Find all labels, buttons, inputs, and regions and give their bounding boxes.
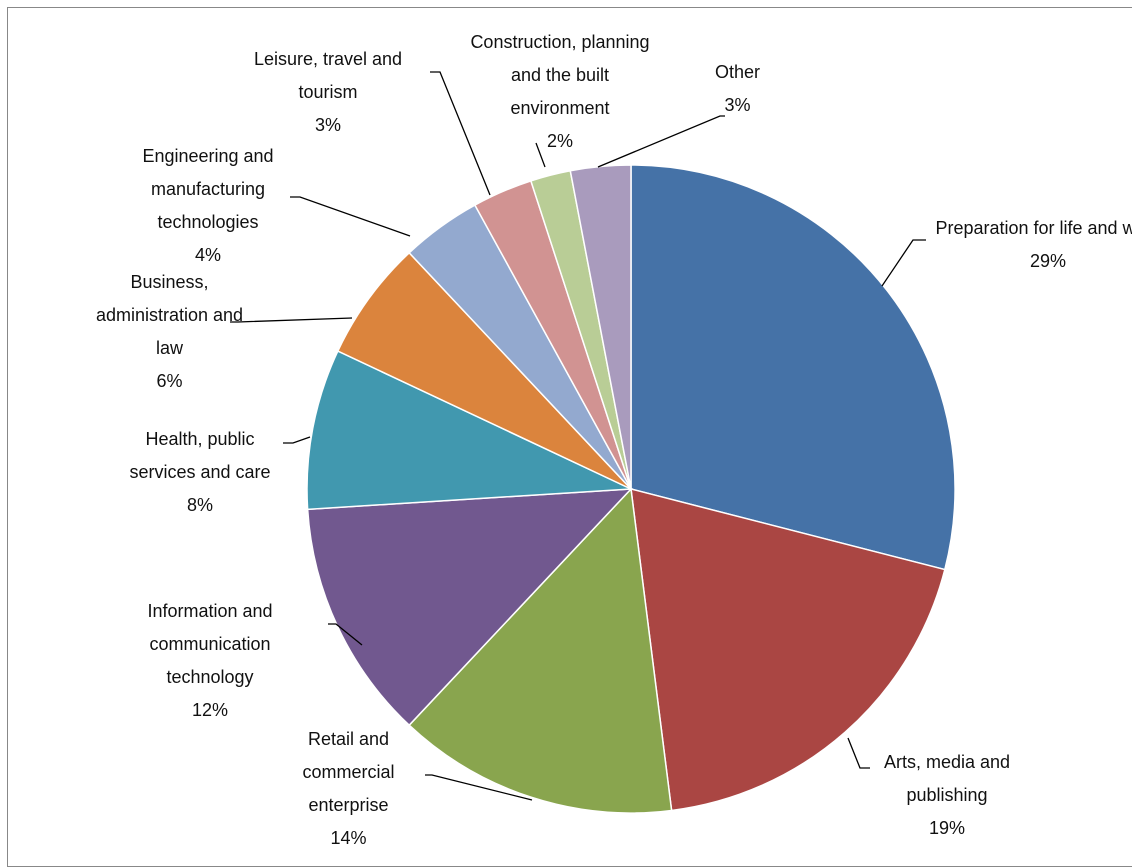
leader-line bbox=[881, 239, 926, 287]
value-label: 19% bbox=[928, 818, 966, 838]
value-label: 4% bbox=[194, 245, 221, 265]
leader-line bbox=[230, 317, 353, 323]
value-label: 14% bbox=[330, 828, 367, 848]
pie-slice bbox=[408, 487, 673, 814]
slice-label: Retail and commercial enterprise 14% bbox=[291, 723, 406, 855]
leader-line bbox=[847, 737, 870, 769]
pie-slice bbox=[336, 251, 632, 490]
pie-slice bbox=[306, 350, 632, 511]
chart bbox=[230, 71, 956, 814]
leader-line bbox=[328, 623, 363, 646]
value-label: 3% bbox=[314, 115, 341, 135]
category-label: Engineering and manufacturing technologi… bbox=[142, 146, 274, 232]
category-label: Construction, planning and the built env… bbox=[470, 32, 650, 118]
category-label: Other bbox=[714, 62, 761, 82]
value-label: 29% bbox=[1029, 251, 1067, 271]
value-label: 8% bbox=[186, 495, 213, 515]
category-label: Information and communication technology bbox=[147, 601, 273, 687]
slice-label: Construction, planning and the built env… bbox=[470, 26, 650, 158]
slice-label: Preparation for life and work 29% bbox=[928, 212, 1132, 278]
pie-slice bbox=[630, 164, 956, 571]
slice-label: Engineering and manufacturing technologi… bbox=[118, 140, 298, 272]
leader-line bbox=[430, 71, 491, 196]
slice-label: Other 3% bbox=[700, 56, 775, 122]
category-label: Business, administration and law bbox=[95, 272, 244, 358]
slice-label: Business, administration and law 6% bbox=[82, 266, 257, 398]
category-label: Arts, media and publishing bbox=[883, 752, 1011, 805]
slice-label: Arts, media and publishing 19% bbox=[872, 746, 1022, 845]
pie-slice bbox=[630, 487, 946, 812]
value-label: 2% bbox=[546, 131, 573, 151]
pie-slice bbox=[306, 488, 633, 727]
value-label: 3% bbox=[724, 95, 751, 115]
category-label: Leisure, travel and tourism bbox=[253, 49, 403, 102]
slice-label: Leisure, travel and tourism 3% bbox=[228, 43, 428, 142]
leader-line bbox=[283, 436, 311, 444]
leader-line bbox=[425, 774, 533, 801]
leader-line bbox=[597, 115, 725, 168]
category-label: Health, public services and care bbox=[129, 429, 271, 482]
leader-line bbox=[290, 196, 411, 237]
leader-line bbox=[535, 142, 546, 168]
value-label: 12% bbox=[191, 700, 229, 720]
category-label: Preparation for life and work bbox=[935, 218, 1132, 238]
value-label: 6% bbox=[156, 371, 183, 391]
page: (() => { const data = JSON.parse(documen… bbox=[7, 7, 1132, 867]
category-label: Retail and commercial enterprise bbox=[302, 729, 395, 815]
slice-label: Information and communication technology… bbox=[120, 595, 300, 727]
slice-label: Health, public services and care 8% bbox=[110, 423, 290, 522]
